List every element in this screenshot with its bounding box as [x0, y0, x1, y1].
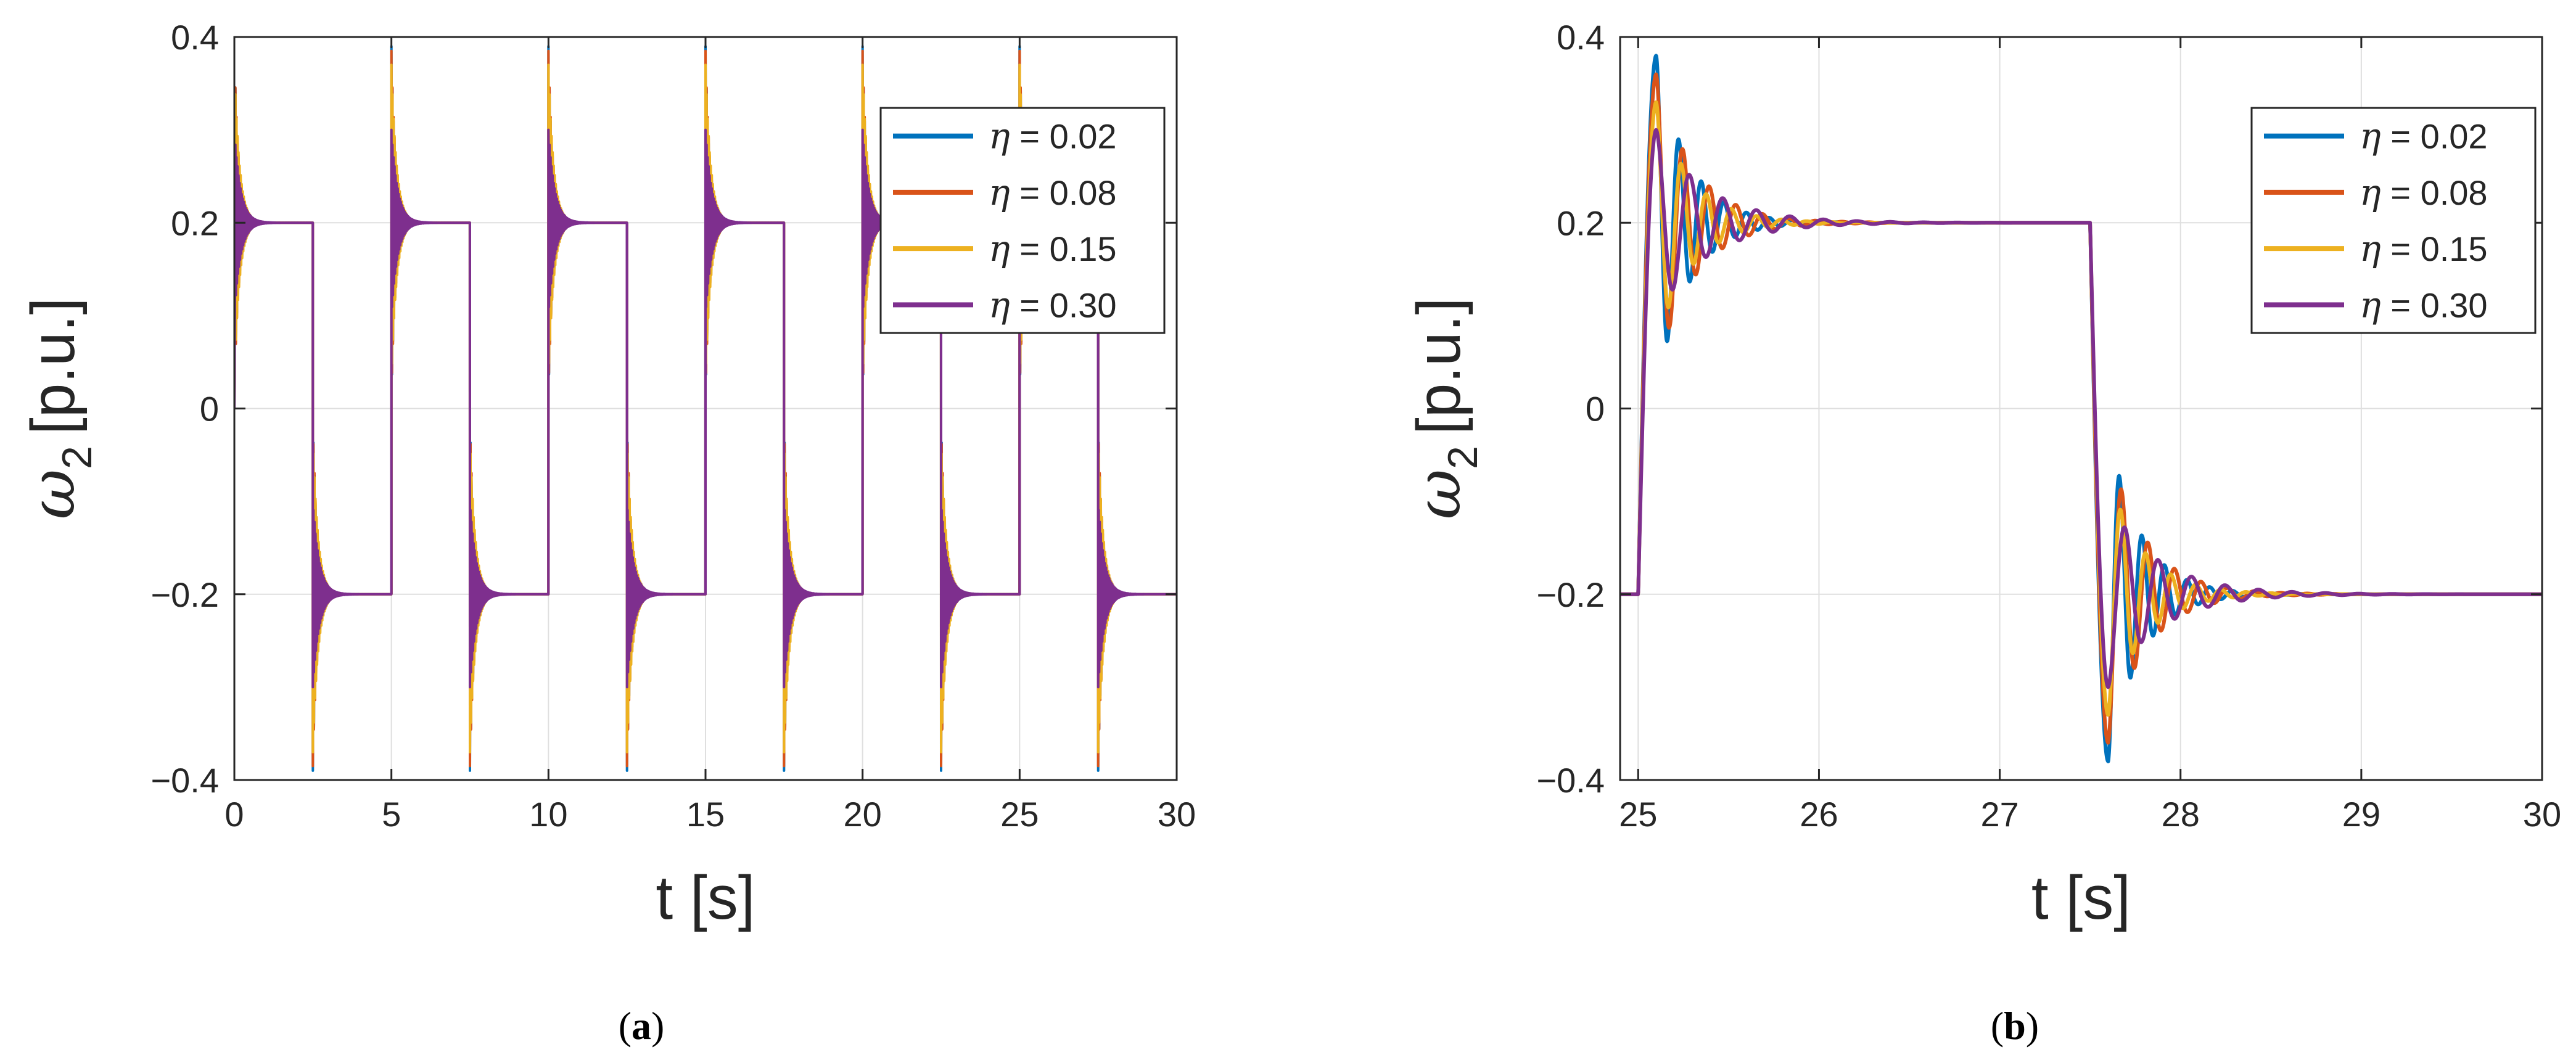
- chart-panel-b: 25 26 27 28 29 30 −0.4 −0.2 0 0.2 0.4 t [s] ω2 [p.u.]…: [1402, 18, 2561, 1048]
- y-tick-label: 0: [1586, 390, 1605, 429]
- legend-entry: η = 0.02: [989, 115, 1117, 157]
- y-tick-label: 0.4: [1557, 18, 1605, 57]
- legend-box: [2250, 107, 2537, 334]
- caption-close-paren: ): [651, 1004, 664, 1048]
- legend-entry-value: = 0.15: [1010, 229, 1117, 268]
- y-axis-label-subscript: 2: [54, 446, 101, 469]
- legend-entry: η = 0.15: [989, 228, 1117, 269]
- series-line-eta-0-3: [234, 128, 1177, 689]
- series-group: [1620, 54, 2542, 763]
- legend-entry-symbol: η: [2360, 115, 2381, 157]
- y-axis-label: ω2 [p.u.]: [1402, 298, 1486, 520]
- legend-entry-symbol: η: [989, 284, 1010, 326]
- y-tick-label: −0.4: [1536, 761, 1605, 800]
- x-tick-label: 25: [1000, 795, 1039, 834]
- caption-letter: b: [2004, 1004, 2026, 1048]
- panel-caption: (a): [619, 1004, 665, 1048]
- legend-entry-value: = 0.30: [1010, 285, 1117, 324]
- y-tick-label: 0.2: [1557, 203, 1605, 242]
- y-axis-label: ω2 [p.u.]: [17, 298, 101, 520]
- y-axis-label-subscript: 2: [1439, 446, 1486, 469]
- legend-entry: η = 0.02: [2360, 115, 2488, 157]
- y-axis-label-unit: [p.u.]: [19, 298, 88, 435]
- x-tick-label: 20: [844, 795, 882, 834]
- legend-entry: η = 0.08: [989, 171, 1117, 213]
- x-tick-label: 5: [382, 795, 401, 834]
- x-tick-label: 15: [686, 795, 725, 834]
- series-group: [234, 45, 1177, 772]
- x-tick-label: 27: [1980, 795, 2018, 834]
- x-tick-label: 30: [1158, 795, 1196, 834]
- x-tick-label: 26: [1800, 795, 1838, 834]
- legend: η = 0.02η = 0.08η = 0.15η = 0.30: [879, 107, 1166, 334]
- legend-entry: η = 0.15: [2360, 228, 2488, 269]
- caption-open-paren: (: [619, 1004, 632, 1048]
- x-tick-label: 0: [224, 795, 244, 834]
- y-tick-label: 0: [200, 390, 219, 429]
- y-tick-label: −0.2: [1536, 575, 1605, 614]
- x-tick-label: 25: [1619, 795, 1657, 834]
- legend-entry-value: = 0.30: [2381, 285, 2488, 324]
- x-tick-label: 30: [2523, 795, 2561, 834]
- legend-entry-symbol: η: [989, 171, 1010, 213]
- x-axis-label: t [s]: [2031, 863, 2131, 932]
- legend: η = 0.02η = 0.08η = 0.15η = 0.30: [2250, 107, 2537, 334]
- y-tick-label: −0.4: [150, 761, 219, 800]
- legend-box: [879, 107, 1166, 334]
- legend-entry-value: = 0.02: [2381, 117, 2488, 156]
- x-tick-label: 10: [529, 795, 567, 834]
- legend-entry-value: = 0.15: [2381, 229, 2488, 268]
- legend-entry-value: = 0.08: [2381, 173, 2488, 212]
- legend-entry-value: = 0.08: [1010, 173, 1117, 212]
- legend-entry-symbol: η: [989, 115, 1010, 157]
- chart-panel-a: 0 5 10 15 20 25 30 −0.4 −0.2 0 0.2 0.4 t [s] ω2 [p.u.]…: [17, 18, 1196, 1048]
- y-tick-label: 0.2: [171, 203, 219, 242]
- legend-entry: η = 0.30: [989, 284, 1117, 326]
- caption-open-paren: (: [1991, 1004, 2004, 1048]
- series-line-eta-0-3: [1620, 128, 2542, 689]
- y-tick-label: −0.2: [150, 575, 219, 614]
- panel-caption: (b): [1991, 1004, 2039, 1048]
- y-axis-label-unit: [p.u.]: [1404, 298, 1473, 435]
- y-tick-label: 0.4: [171, 18, 219, 57]
- legend-entry: η = 0.30: [2360, 284, 2488, 326]
- legend-entry: η = 0.08: [2360, 171, 2488, 213]
- y-axis-label-symbol: ω: [17, 469, 89, 520]
- x-tick-label: 28: [2162, 795, 2200, 834]
- x-axis-label: t [s]: [656, 863, 755, 932]
- legend-entry-symbol: η: [2360, 228, 2381, 269]
- caption-letter: a: [632, 1004, 651, 1048]
- legend-entry-symbol: η: [989, 228, 1010, 269]
- legend-entry-symbol: η: [2360, 171, 2381, 213]
- y-axis-label-symbol: ω: [1402, 469, 1475, 520]
- legend-entry-value: = 0.02: [1010, 117, 1117, 156]
- legend-entry-symbol: η: [2360, 284, 2381, 326]
- caption-close-paren: ): [2026, 1004, 2039, 1048]
- x-tick-label: 29: [2342, 795, 2381, 834]
